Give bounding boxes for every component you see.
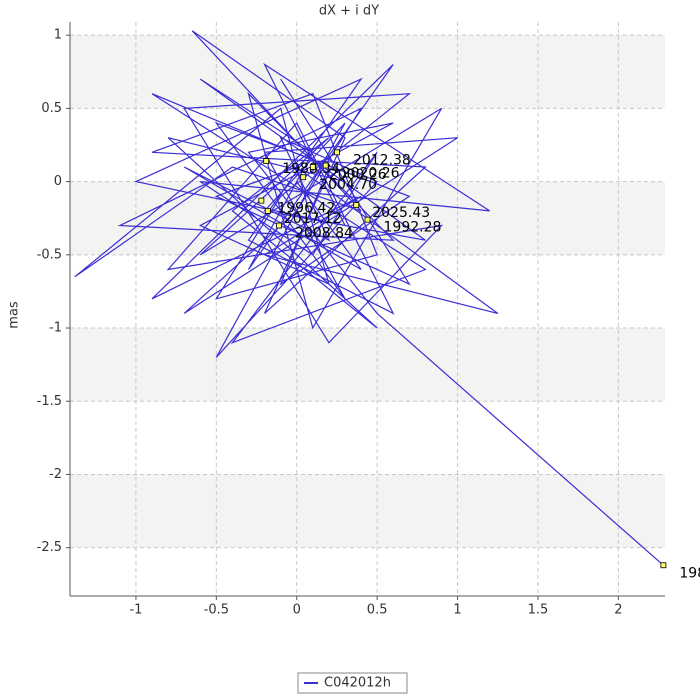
annotation-label: 2008.84 [295, 226, 353, 242]
annotation-label: 2020.26 [342, 166, 400, 182]
grid-band [70, 35, 665, 109]
y-axis-label: mas [7, 301, 22, 329]
legend-label: C042012h [324, 676, 391, 691]
x-tick-label: 0.5 [367, 603, 388, 618]
annotation-marker [353, 202, 360, 208]
legend-box [297, 672, 408, 694]
annotation-marker [300, 174, 307, 181]
annotation-label: 2017.12 [284, 211, 342, 227]
grid-band [70, 474, 665, 548]
annotation-label: 1992.28 [384, 220, 442, 236]
annotation-marker [322, 162, 329, 169]
y-tick-label: -2 [49, 467, 62, 482]
x-tick-label: 1 [453, 603, 461, 618]
annotation-label: 2012.38 [353, 152, 411, 168]
annotation-marker [263, 158, 270, 165]
annotation-marker [334, 149, 340, 156]
grid-band [70, 328, 665, 402]
x-tick-label: -0.5 [204, 603, 229, 618]
y-tick-label: 1 [54, 28, 62, 43]
legend: C042012h [297, 672, 408, 694]
x-tick-label: 0 [293, 603, 301, 618]
y-tick-label: -1 [49, 321, 62, 336]
annotation-label: 2025.43 [372, 205, 430, 221]
annotation-marker [309, 164, 316, 170]
x-tick-label: 2 [614, 603, 622, 618]
annotation-label: 198 [679, 565, 700, 581]
annotation-label: 2000.26 [329, 167, 387, 183]
y-tick-label: 0.5 [41, 101, 62, 116]
y-tick-label: -2.5 [37, 540, 62, 555]
y-tick-label: 0 [54, 174, 62, 189]
y-tick-label: -0.5 [37, 247, 62, 262]
annotation-marker [258, 197, 265, 204]
annotation-label: 1996.42 [277, 201, 335, 217]
y-tick-label: -1.5 [37, 394, 62, 409]
annotation-marker [364, 216, 371, 223]
chart-title: dX + i dY [319, 4, 379, 19]
annotation-marker [660, 562, 667, 569]
series-line [74, 30, 664, 566]
annotation-marker [276, 222, 282, 229]
x-tick-label: -1 [129, 603, 142, 618]
x-tick-label: 1.5 [528, 603, 549, 618]
annotation-marker [264, 207, 271, 214]
annotation-label: 2004.70 [319, 177, 377, 193]
